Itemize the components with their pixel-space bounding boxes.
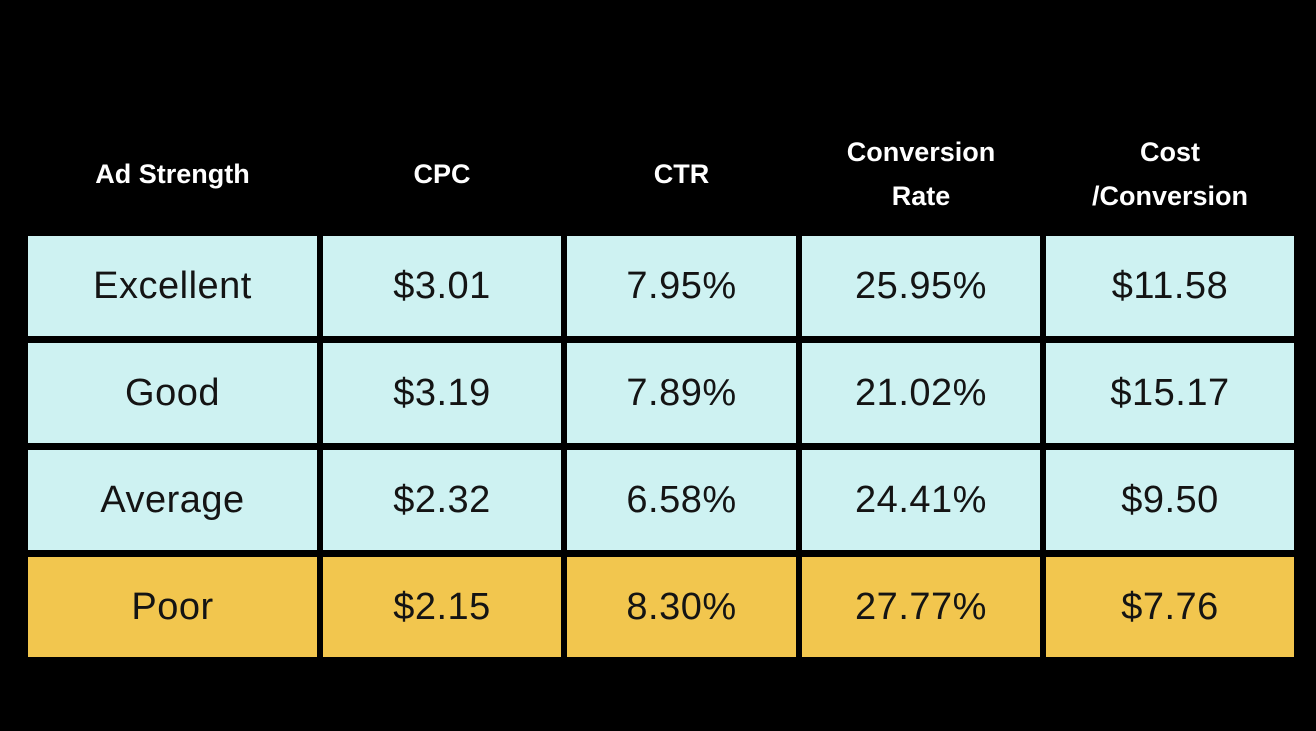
- cell-cpc: $3.01: [323, 236, 561, 336]
- column-header-cpc: CPC: [413, 158, 471, 189]
- cell-conversion-rate: 24.41%: [802, 450, 1040, 550]
- cell-cpc: $3.19: [323, 343, 561, 443]
- cell-ad-strength: Good: [28, 343, 317, 443]
- cell-ctr: 7.89%: [567, 343, 796, 443]
- cell-conversion-rate: 27.77%: [802, 557, 1040, 657]
- cell-ctr: 6.58%: [567, 450, 796, 550]
- column-header-cost-per-conversion: Cost /Conversion: [1091, 137, 1249, 211]
- cell-conversion-rate: 21.02%: [802, 343, 1040, 443]
- cell-ctr: 8.30%: [567, 557, 796, 657]
- cell-ctr: 7.95%: [567, 236, 796, 336]
- cell-cost-per-conversion: $7.76: [1046, 557, 1294, 657]
- column-header-conversion-rate: Conversion Rate: [846, 137, 996, 211]
- cell-cpc: $2.32: [323, 450, 561, 550]
- cell-cost-per-conversion: $11.58: [1046, 236, 1294, 336]
- cell-conversion-rate: 25.95%: [802, 236, 1040, 336]
- column-header-ctr: CTR: [653, 158, 710, 189]
- cell-ad-strength: Average: [28, 450, 317, 550]
- cell-ad-strength: Poor: [28, 557, 317, 657]
- cell-cpc: $2.15: [323, 557, 561, 657]
- cell-cost-per-conversion: $9.50: [1046, 450, 1294, 550]
- cell-cost-per-conversion: $15.17: [1046, 343, 1294, 443]
- cell-ad-strength: Excellent: [28, 236, 317, 336]
- column-header-ad-strength: Ad Strength: [95, 158, 250, 189]
- ad-strength-performance-table: Ad Strength CPC CTR Conversion Rate Cost…: [28, 120, 1294, 657]
